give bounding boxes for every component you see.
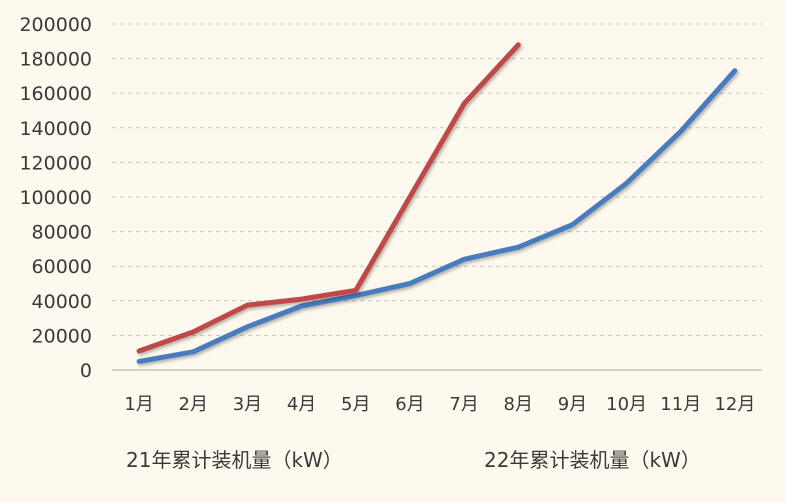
x-tick-label: 11月	[660, 394, 701, 415]
x-tick-label: 2月	[179, 394, 208, 415]
legend: 21年累计装机量（kW） 22年累计装机量（kW）	[37, 448, 701, 472]
grid-lines	[112, 23, 762, 371]
x-tick-label: 7月	[449, 394, 478, 415]
x-axis-tick-labels: 1月 2月 3月 4月 5月 6月 7月 8月 9月 10月 11月 12月	[124, 394, 755, 415]
y-tick-label: 80000	[32, 222, 92, 244]
y-tick-label: 0	[80, 360, 92, 382]
y-tick-label: 40000	[32, 291, 92, 313]
x-tick-label: 6月	[395, 394, 424, 415]
series-lines	[136, 42, 738, 364]
x-tick-label: 12月	[714, 394, 755, 415]
x-tick-label: 10月	[606, 394, 647, 415]
legend-label-2: 22年累计装机量（kW）	[484, 448, 701, 472]
y-tick-label: 60000	[32, 256, 92, 278]
y-tick-label: 140000	[19, 118, 92, 140]
y-tick-label: 120000	[19, 152, 92, 174]
y-tick-label: 160000	[19, 83, 92, 105]
y-tick-label: 200000	[19, 14, 92, 36]
y-axis-tick-labels: 0 20000 40000 60000 80000 100000 120000 140000 1…	[19, 14, 92, 382]
series-line-2	[136, 42, 521, 354]
x-tick-label: 4月	[287, 394, 316, 415]
x-tick-label: 3月	[233, 394, 262, 415]
series-line-1	[136, 68, 738, 364]
legend-label-1: 21年累计装机量（kW）	[126, 448, 343, 472]
y-tick-label: 20000	[32, 325, 92, 347]
y-tick-label: 180000	[19, 49, 92, 71]
x-tick-label: 1月	[124, 394, 153, 415]
x-tick-label: 9月	[558, 394, 587, 415]
y-tick-label: 100000	[19, 187, 92, 209]
x-tick-label: 5月	[341, 394, 370, 415]
x-tick-label: 8月	[504, 394, 533, 415]
